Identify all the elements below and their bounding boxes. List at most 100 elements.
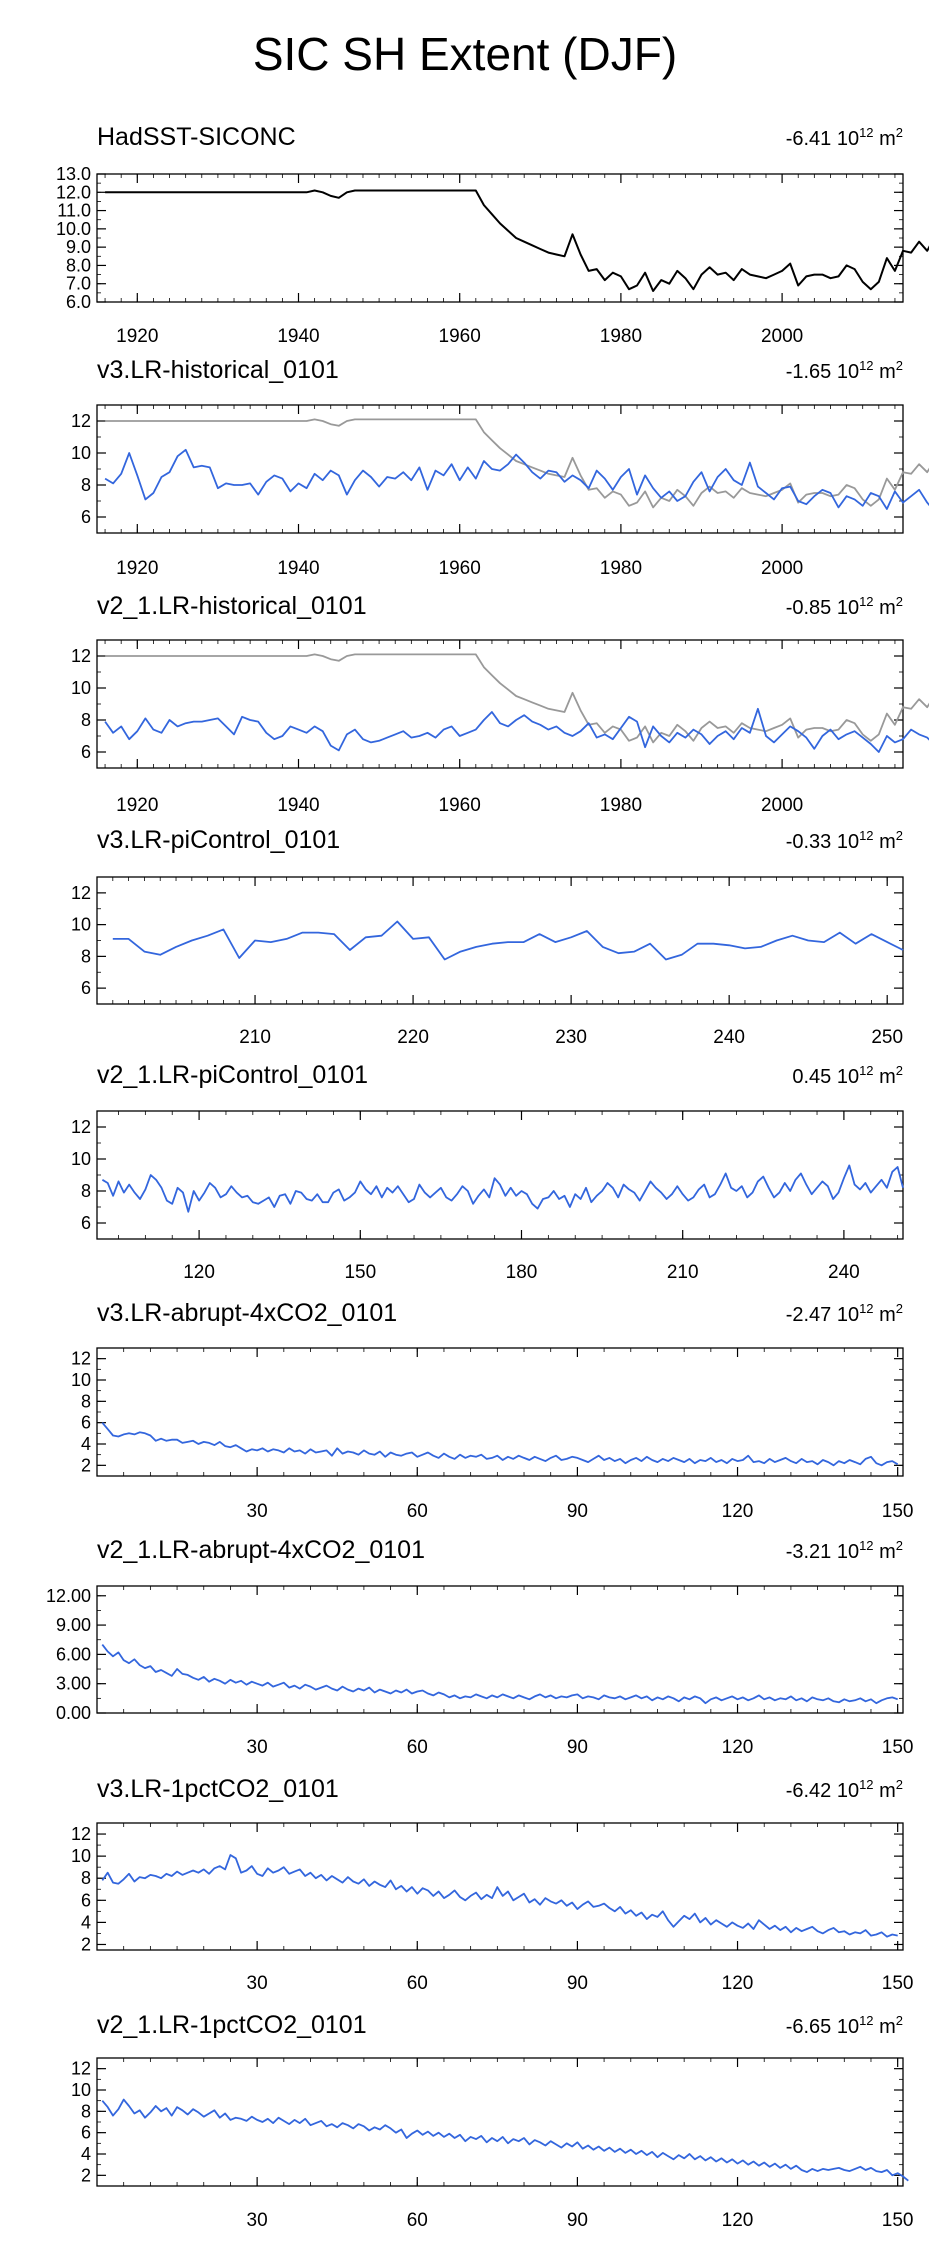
y-tick-label: 12	[71, 1824, 91, 1844]
x-tick-label: 210	[239, 1027, 271, 1048]
y-tick-label: 10.0	[56, 219, 91, 239]
y-tick-label: 6	[81, 978, 91, 998]
x-tick-label: 90	[567, 1737, 588, 1758]
y-tick-label: 4	[81, 1912, 91, 1932]
x-tick-label: 60	[407, 1501, 428, 1522]
series-line	[104, 448, 929, 510]
y-tick-label: 12	[71, 1349, 91, 1369]
x-tick-label: 90	[567, 2210, 588, 2231]
y-tick-label: 8	[81, 1391, 91, 1411]
x-tick-label: 1980	[600, 326, 642, 347]
x-tick-label: 210	[667, 1262, 699, 1283]
y-tick-label: 10	[71, 1149, 91, 1169]
panel-title: v2_1.LR-piControl_0101	[97, 1061, 368, 1089]
x-tick-label: 1980	[600, 795, 642, 816]
y-tick-label: 8.0	[66, 255, 91, 275]
trend-label: -1.65 1012 m2	[786, 358, 903, 383]
x-tick-label: 60	[407, 1973, 428, 1994]
panel-6: v3.LR-abrupt-4xCO2_0101 -2.47 1012 m2 30 60…	[71, 1299, 914, 1522]
panel-9: v2_1.LR-1pctCO2_0101 -6.65 1012 m2 30 60 90 1…	[71, 2011, 914, 2231]
x-tick-label: 1980	[600, 558, 642, 579]
x-tick-label: 240	[828, 1262, 860, 1283]
y-tick-label: 6.0	[66, 292, 91, 312]
x-tick-label: 1960	[439, 326, 481, 347]
trend-label: -0.33 1012 m2	[786, 828, 903, 853]
y-tick-label: 6	[81, 1890, 91, 1910]
trend-label: -0.85 1012 m2	[786, 594, 903, 619]
x-tick-label: 150	[882, 2210, 914, 2231]
y-tick-label: 11.0	[57, 201, 91, 221]
y-tick-label: 12	[71, 883, 91, 903]
panel-7: v2_1.LR-abrupt-4xCO2_0101 -3.21 1012 m2 30…	[46, 1536, 914, 1758]
x-tick-label: 120	[722, 1737, 754, 1758]
x-tick-label: 90	[567, 1501, 588, 1522]
panel-title: v3.LR-historical_0101	[97, 356, 339, 384]
panel-4: v3.LR-piControl_0101 -0.33 1012 m2 210 220 2…	[71, 826, 904, 1048]
x-tick-label: 1940	[277, 558, 319, 579]
panel-title: v3.LR-1pctCO2_0101	[97, 1775, 339, 1803]
x-tick-label: 90	[567, 1973, 588, 1994]
x-tick-label: 1940	[277, 795, 319, 816]
x-tick-label: 30	[247, 1737, 268, 1758]
x-tick-label: 30	[247, 1501, 268, 1522]
x-tick-label: 2000	[761, 326, 803, 347]
trend-label: -3.21 1012 m2	[786, 1538, 903, 1563]
y-tick-label: 6.00	[56, 1644, 91, 1664]
series-line	[101, 2098, 909, 2182]
y-tick-label: 2	[81, 1455, 91, 1475]
y-tick-label: 8	[81, 946, 91, 966]
panel-title: v3.LR-abrupt-4xCO2_0101	[97, 1299, 397, 1327]
plot-border	[96, 1110, 904, 1240]
x-tick-label: 120	[183, 1262, 215, 1283]
x-tick-label: 30	[247, 1973, 268, 1994]
y-tick-label: 10	[71, 443, 91, 463]
panel-title: v2_1.LR-1pctCO2_0101	[97, 2011, 367, 2039]
y-tick-label: 10	[71, 1370, 91, 1390]
x-tick-label: 150	[344, 1262, 376, 1283]
y-tick-label: 8	[81, 1868, 91, 1888]
y-tick-label: 12	[71, 2059, 91, 2079]
y-tick-label: 10	[71, 678, 91, 698]
trend-label: 0.45 1012 m2	[792, 1063, 903, 1088]
trend-label: -2.47 1012 m2	[786, 1301, 903, 1326]
panel-title: v3.LR-piControl_0101	[97, 826, 340, 854]
y-tick-label: 9.00	[56, 1615, 91, 1635]
y-tick-label: 4	[81, 2144, 91, 2164]
y-tick-label: 13.0	[56, 164, 91, 184]
y-tick-label: 8	[81, 710, 91, 730]
plot-border	[96, 1822, 904, 1951]
panel-1: HadSST-SICONC -6.41 1012 m2 1920 1940 1960 19…	[56, 123, 929, 347]
trend-label: -6.41 1012 m2	[786, 125, 903, 150]
x-tick-label: 60	[407, 2210, 428, 2231]
y-tick-label: 8	[81, 2101, 91, 2121]
x-tick-label: 1960	[439, 558, 481, 579]
figure-title: SIC SH Extent (DJF)	[253, 28, 677, 80]
y-tick-label: 6	[81, 1213, 91, 1233]
y-tick-label: 12	[71, 646, 91, 666]
plot-border	[96, 876, 904, 1005]
y-tick-label: 10	[71, 1846, 91, 1866]
x-tick-label: 60	[407, 1737, 428, 1758]
series-line	[105, 418, 929, 509]
x-tick-label: 1940	[277, 326, 319, 347]
x-tick-label: 30	[247, 2210, 268, 2231]
panel-5: v2_1.LR-piControl_0101 0.45 1012 m2 120 150…	[71, 1061, 904, 1283]
y-tick-label: 4	[81, 1434, 91, 1454]
x-tick-label: 2000	[761, 558, 803, 579]
x-tick-label: 180	[506, 1262, 538, 1283]
x-tick-label: 2000	[761, 795, 803, 816]
panel-title: HadSST-SICONC	[97, 123, 296, 151]
y-tick-label: 6	[81, 2123, 91, 2143]
x-tick-label: 120	[722, 2210, 754, 2231]
y-tick-label: 10	[71, 915, 91, 935]
y-tick-label: 6	[81, 742, 91, 762]
y-tick-label: 2	[81, 2165, 91, 2185]
x-tick-label: 1920	[116, 326, 158, 347]
x-tick-label: 230	[555, 1027, 587, 1048]
plot-border	[96, 639, 904, 769]
x-tick-label: 250	[871, 1027, 903, 1048]
x-tick-label: 150	[882, 1501, 914, 1522]
y-tick-label: 0.00	[56, 1703, 91, 1723]
trend-label: -6.42 1012 m2	[786, 1777, 903, 1802]
